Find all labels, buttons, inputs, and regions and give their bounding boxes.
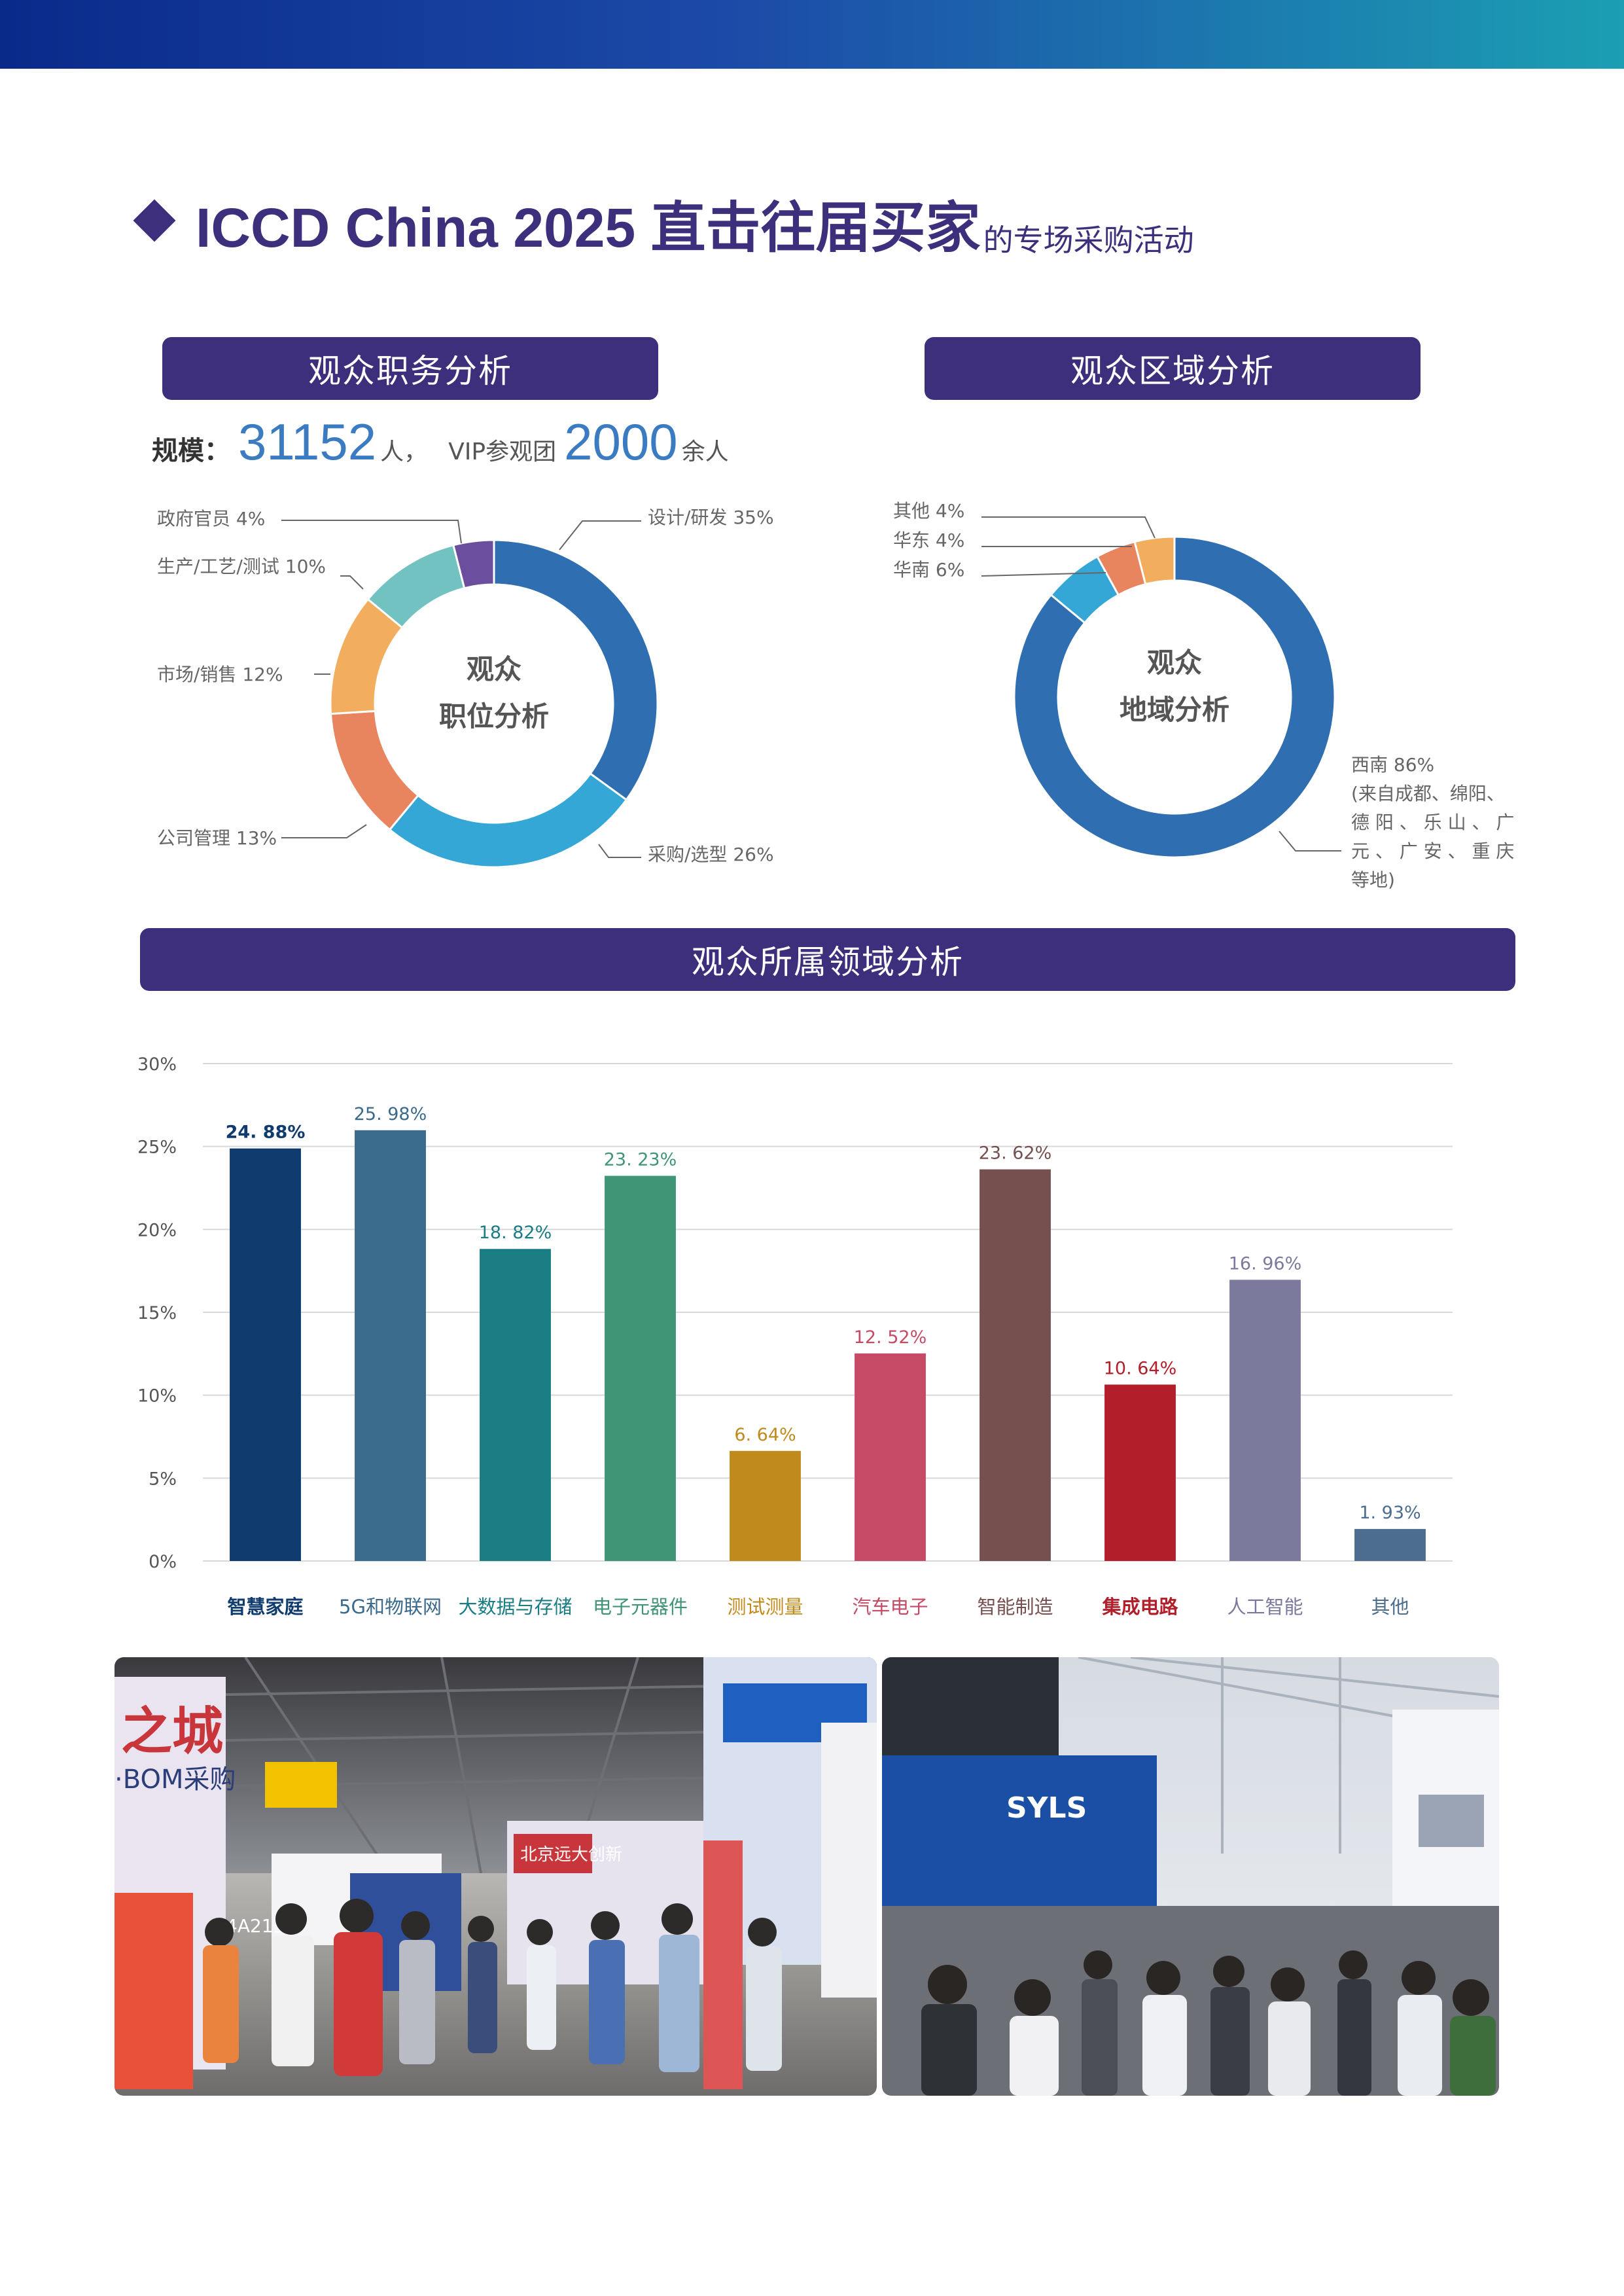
y-tick-label: 30% [137,1054,177,1075]
page-title: ICCD China 2025 直击往届买家 的专场采购活动 [133,177,1194,260]
donut-slice-label: 政府官员 4% [157,508,265,529]
field-analysis-header: 观众所属领域分析 [140,928,1515,991]
svg-text:北京远大创新: 北京远大创新 [520,1845,622,1865]
bar [1104,1384,1176,1561]
bar [730,1450,801,1561]
x-category-label: 集成电路 [1101,1596,1178,1618]
bar [980,1169,1051,1561]
y-tick-label: 10% [137,1386,177,1407]
bar [355,1130,426,1561]
booth-number: 4A213 [226,1915,285,1937]
visitor-count: 31152 [238,413,377,471]
region-note-line: (来自成都、绵阳、 [1351,783,1505,804]
x-category-label: 5G和物联网 [339,1596,442,1618]
donut-slice-label: 西南 86% [1351,754,1434,776]
donut-center-label: 观众 [467,653,521,685]
leader-line [340,575,364,590]
booth-sign-left: 之城 [121,1702,223,1761]
svg-text:·BOM采购: ·BOM采购 [115,1765,236,1795]
donut-center-label: 职位分析 [439,700,549,732]
bar [480,1249,551,1561]
leader-line [281,520,462,544]
donut-center-label: 观众 [1147,647,1202,679]
x-category-label: 电子元器件 [593,1596,688,1618]
y-tick-label: 25% [137,1138,177,1158]
diamond-bullet-icon [133,199,176,242]
title-sub: 的专场采购活动 [983,223,1194,258]
y-tick-label: 5% [149,1469,177,1489]
job-analysis-header: 观众职务分析 [162,337,658,400]
expo-hall-photo-left: 之城 ·BOM采购 北京远大创新 4A213 [115,1657,877,2096]
donut-slice-label: 生产/工艺/测试 10% [157,556,326,577]
x-category-label: 其他 [1371,1596,1409,1618]
donut-slice [329,709,420,831]
y-tick-label: 0% [149,1552,177,1572]
booth-sign-right: SYLS [1006,1791,1087,1825]
bar-value-label: 18. 82% [479,1223,552,1243]
bar-value-label: 25. 98% [354,1104,427,1124]
x-category-label: 测试测量 [727,1596,803,1618]
donut-slice-label: 设计/研发 35% [648,507,774,528]
title-main-cjk: 直击往届买家 [650,196,981,260]
bar-value-label: 10. 64% [1104,1358,1177,1378]
bar-value-label: 24. 88% [226,1122,306,1143]
donut-slice-label: 华东 4% [893,529,964,551]
bar [1229,1280,1301,1561]
donut-slice [1133,535,1176,586]
donut-slice-label: 其他 4% [893,500,964,522]
vip-count: 2000 [564,413,678,471]
x-category-label: 汽车电子 [852,1596,928,1618]
donut-slice [1013,535,1336,859]
bar-value-label: 12. 52% [854,1327,927,1348]
x-category-label: 大数据与存储 [458,1596,572,1618]
top-gradient-bar [0,0,1624,69]
y-tick-label: 20% [137,1220,177,1240]
donut-slice-label: 采购/选型 26% [648,844,774,865]
vip-unit: 余人 [681,439,729,465]
donut-slice-label: 公司管理 13% [157,827,277,849]
region-note-line: 等地) [1351,869,1395,891]
leader-line [598,844,641,858]
bar-value-label: 23. 62% [979,1143,1052,1164]
bar [1354,1529,1426,1561]
x-category-label: 智慧家庭 [227,1596,303,1618]
vip-label: VIP参观团 [448,439,557,465]
leader-line [559,520,641,550]
x-category-label: 人工智能 [1227,1596,1303,1618]
expo-hall-photo-right: SYLS [882,1657,1499,2096]
donut-slice [452,539,495,590]
bar [605,1175,676,1561]
scale-label: 规模： [152,436,230,466]
field-bar-chart: 0% 5% 10% 15% 20% 25% 30% 24. 88% 智慧家庭 25. 98% 5G和… [137,1054,1453,1618]
donut-center-label: 地域分析 [1120,694,1229,726]
leader-line [981,572,1106,577]
bar [855,1353,926,1561]
leader-line [1279,831,1341,852]
donut-slice [388,772,628,869]
bar-value-label: 23. 23% [604,1150,677,1170]
y-tick-label: 15% [137,1303,177,1323]
bar [230,1148,301,1561]
title-main: ICCD China 2025 直击往届买家 [196,196,981,260]
bar-value-label: 6. 64% [734,1425,796,1445]
leader-line [981,516,1156,539]
donut-slice-label: 市场/销售 12% [157,664,283,685]
bar-value-label: 16. 96% [1229,1253,1302,1274]
region-note-line: 元 、 广 安 、 重 庆 [1351,840,1514,862]
region-note-line: 德 阳 、 乐 山 、 广 [1351,812,1514,833]
bar-value-label: 1. 93% [1359,1503,1421,1523]
scale-summary: 规模： 31152 人， VIP参观团 2000 余人 [152,412,729,471]
donut-slice-label: 华南 6% [893,559,964,581]
donut-slice [493,539,659,802]
x-category-label: 智能制造 [977,1596,1053,1618]
leader-line [281,824,367,838]
region-analysis-header: 观众区域分析 [925,337,1421,400]
visitor-unit: 人， [380,439,428,465]
